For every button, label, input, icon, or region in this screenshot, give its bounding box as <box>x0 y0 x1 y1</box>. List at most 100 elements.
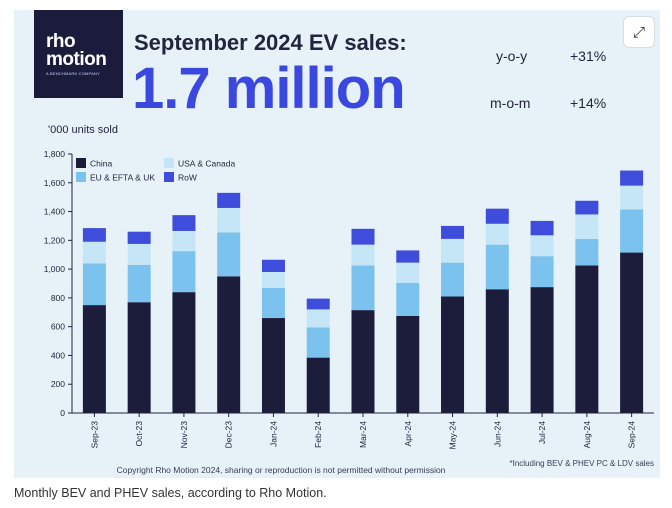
x-tick-label: Apr-24 <box>403 421 413 447</box>
logo-text-motion: motion <box>46 49 107 70</box>
bar-segment-eu-efta-uk <box>82 263 106 306</box>
y-tick-label: 1,800 <box>44 149 66 159</box>
bar-segment-eu-efta-uk <box>172 251 196 293</box>
rho-motion-logo: rho motion A BENCHMARK COMPANY <box>34 10 123 98</box>
bar-segment-china <box>530 287 554 413</box>
bar-segment-row <box>172 215 196 231</box>
bar-segment-usa-canada <box>530 235 554 257</box>
x-tick-label: Jul-24 <box>537 421 547 444</box>
bar-segment-eu-efta-uk <box>127 264 151 303</box>
bar-segment-china <box>172 292 196 413</box>
bar-segment-row <box>217 192 241 208</box>
stat-value-yoy: +31% <box>570 48 607 64</box>
x-tick-label: Dec-23 <box>224 421 234 449</box>
bar-segment-eu-efta-uk <box>396 282 420 316</box>
bar-chart: 0 200 400 600 800 1,000 1,200 1,400 1,600 1,800 Se… <box>44 149 654 450</box>
bar-segment-usa-canada <box>620 185 644 210</box>
y-tick-label: 1,200 <box>44 235 66 245</box>
y-tick-label: 1,400 <box>44 207 66 217</box>
x-tick-label: Sep-23 <box>89 421 99 449</box>
bar-segment-china <box>485 289 509 413</box>
bar-segment-eu-efta-uk <box>351 265 375 311</box>
image-caption: Monthly BEV and PHEV sales, according to… <box>14 486 327 500</box>
bar-segment-eu-efta-uk <box>530 256 554 288</box>
y-tick-label: 1,000 <box>44 264 66 274</box>
bar-segment-china <box>127 302 151 413</box>
logo-text-rho: rho <box>46 31 76 52</box>
legend-swatch <box>164 172 174 182</box>
bar-segment-row <box>306 298 330 310</box>
bar-segment-china <box>441 296 465 413</box>
y-tick-label: 0 <box>60 408 65 418</box>
bar-segment-china <box>261 318 285 413</box>
logo-tagline: A BENCHMARK COMPANY <box>46 71 100 76</box>
legend-label: USA & Canada <box>178 159 235 169</box>
bar-segment-eu-efta-uk <box>575 238 599 266</box>
y-tick-label: 400 <box>51 350 65 360</box>
bar-segment-usa-canada <box>172 230 196 252</box>
copyright-notice: Copyright Rho Motion 2024, sharing or re… <box>116 465 446 475</box>
bar-segment-usa-canada <box>217 207 241 233</box>
bar-segment-usa-canada <box>396 262 420 283</box>
x-tick-label: Aug-24 <box>582 421 592 449</box>
bar-segment-row <box>441 225 465 239</box>
bar-segment-china <box>575 265 599 413</box>
stat-value-mom: +14% <box>570 95 607 111</box>
bar-segment-row <box>261 259 285 272</box>
x-tick-label: Mar-24 <box>358 421 368 448</box>
bar-segment-eu-efta-uk <box>485 244 509 290</box>
x-tick-label: Feb-24 <box>313 421 323 448</box>
bar-segment-china <box>306 357 330 413</box>
x-tick-label: May-24 <box>448 421 458 450</box>
bar-segment-row <box>530 220 554 236</box>
bar-segment-row <box>82 228 106 242</box>
bar-segment-row <box>351 228 375 245</box>
y-tick-label: 1,600 <box>44 178 66 188</box>
bar-segment-usa-canada <box>441 238 465 263</box>
big-number: 1.7 million <box>132 56 406 121</box>
x-tick-label: Oct-23 <box>134 421 144 447</box>
bar-segment-usa-canada <box>485 223 509 245</box>
bar-segment-usa-canada <box>82 241 106 264</box>
y-tick-label: 200 <box>51 379 65 389</box>
bar-segment-eu-efta-uk <box>306 327 330 358</box>
stat-label-mom: m-o-m <box>490 95 531 111</box>
expand-icon: ⤢ <box>632 23 645 41</box>
stat-label-yoy: y-o-y <box>496 48 528 64</box>
bar-segment-usa-canada <box>127 243 151 265</box>
legend-swatch <box>164 158 174 168</box>
bar-segment-china <box>351 310 375 413</box>
bar-segment-row <box>575 200 599 215</box>
bar-segment-eu-efta-uk <box>441 262 465 297</box>
x-tick-label: Nov-23 <box>179 421 189 449</box>
bar-segment-row <box>127 231 151 244</box>
infographic-card: rho motion A BENCHMARK COMPANY September… <box>14 10 660 478</box>
bar-segment-eu-efta-uk <box>217 232 241 277</box>
x-tick-label: Sep-24 <box>627 421 637 449</box>
legend-label: EU & EFTA & UK <box>90 173 155 183</box>
bar-segment-eu-efta-uk <box>261 287 285 319</box>
bar-segment-china <box>620 252 644 413</box>
bar-segment-row <box>620 170 644 186</box>
bar-segment-usa-canada <box>261 271 285 288</box>
x-tick-label: Jan-24 <box>268 421 278 447</box>
legend-label: RoW <box>178 173 197 183</box>
bar-segment-china <box>396 315 420 413</box>
footnote: *Including BEV & PHEV PC & LDV sales <box>509 459 654 468</box>
bar-segment-china <box>217 276 241 413</box>
bar-segment-row <box>485 208 509 224</box>
bar-segment-eu-efta-uk <box>620 209 644 253</box>
y-axis-units-label: '000 units sold <box>48 124 118 136</box>
bar-segment-usa-canada <box>351 244 375 266</box>
legend-label: China <box>90 159 112 169</box>
bar-segment-usa-canada <box>306 309 330 328</box>
y-tick-label: 600 <box>51 322 65 332</box>
x-tick-label: Jun-24 <box>492 421 502 447</box>
expand-button[interactable]: ⤢ <box>623 16 655 48</box>
bar-segment-usa-canada <box>575 214 599 239</box>
bar-segment-row <box>396 250 420 263</box>
bar-segment-china <box>82 305 106 413</box>
legend-swatch <box>76 172 86 182</box>
legend-swatch <box>76 158 86 168</box>
y-tick-label: 800 <box>51 293 65 303</box>
